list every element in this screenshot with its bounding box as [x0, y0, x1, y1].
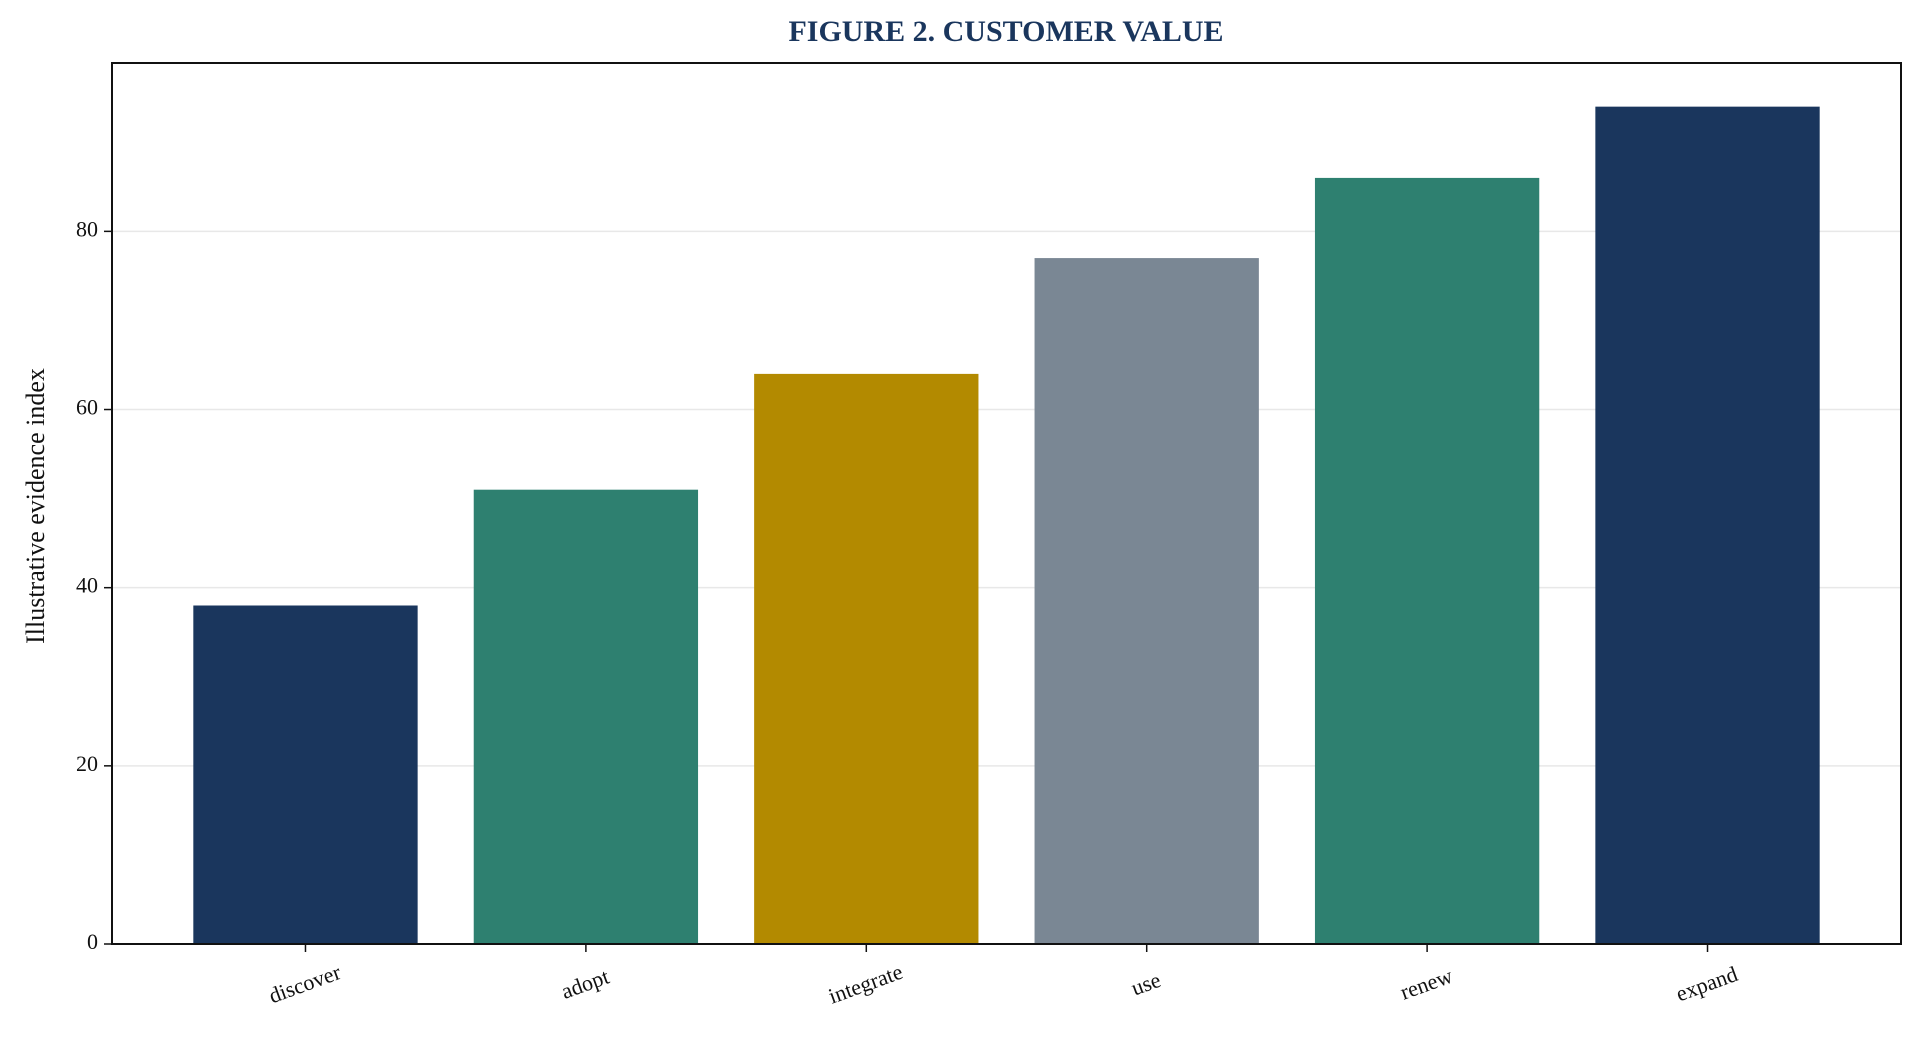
bar: [1595, 106, 1820, 944]
y-tick-label: 0: [87, 929, 98, 954]
bar: [1034, 258, 1259, 944]
y-tick-label: 60: [76, 395, 98, 420]
x-tick-label: expand: [1673, 961, 1741, 1006]
bar: [193, 605, 418, 944]
chart-title: FIGURE 2. CUSTOMER VALUE: [788, 15, 1223, 48]
y-tick-label: 40: [76, 573, 98, 598]
y-tick-label: 80: [76, 216, 98, 241]
x-tick-label: discover: [265, 959, 344, 1008]
bar: [473, 489, 699, 944]
bar: [754, 373, 979, 944]
plot-frame: [111, 62, 1902, 945]
y-axis-label: Illustrative evidence index: [21, 368, 50, 644]
x-tick-label: renew: [1397, 963, 1456, 1005]
y-tick-label: 20: [76, 751, 98, 776]
x-tick-label: use: [1128, 967, 1164, 1001]
x-tick-label: integrate: [825, 959, 906, 1009]
x-tick-label: adopt: [558, 964, 612, 1004]
bar: [1314, 177, 1540, 945]
